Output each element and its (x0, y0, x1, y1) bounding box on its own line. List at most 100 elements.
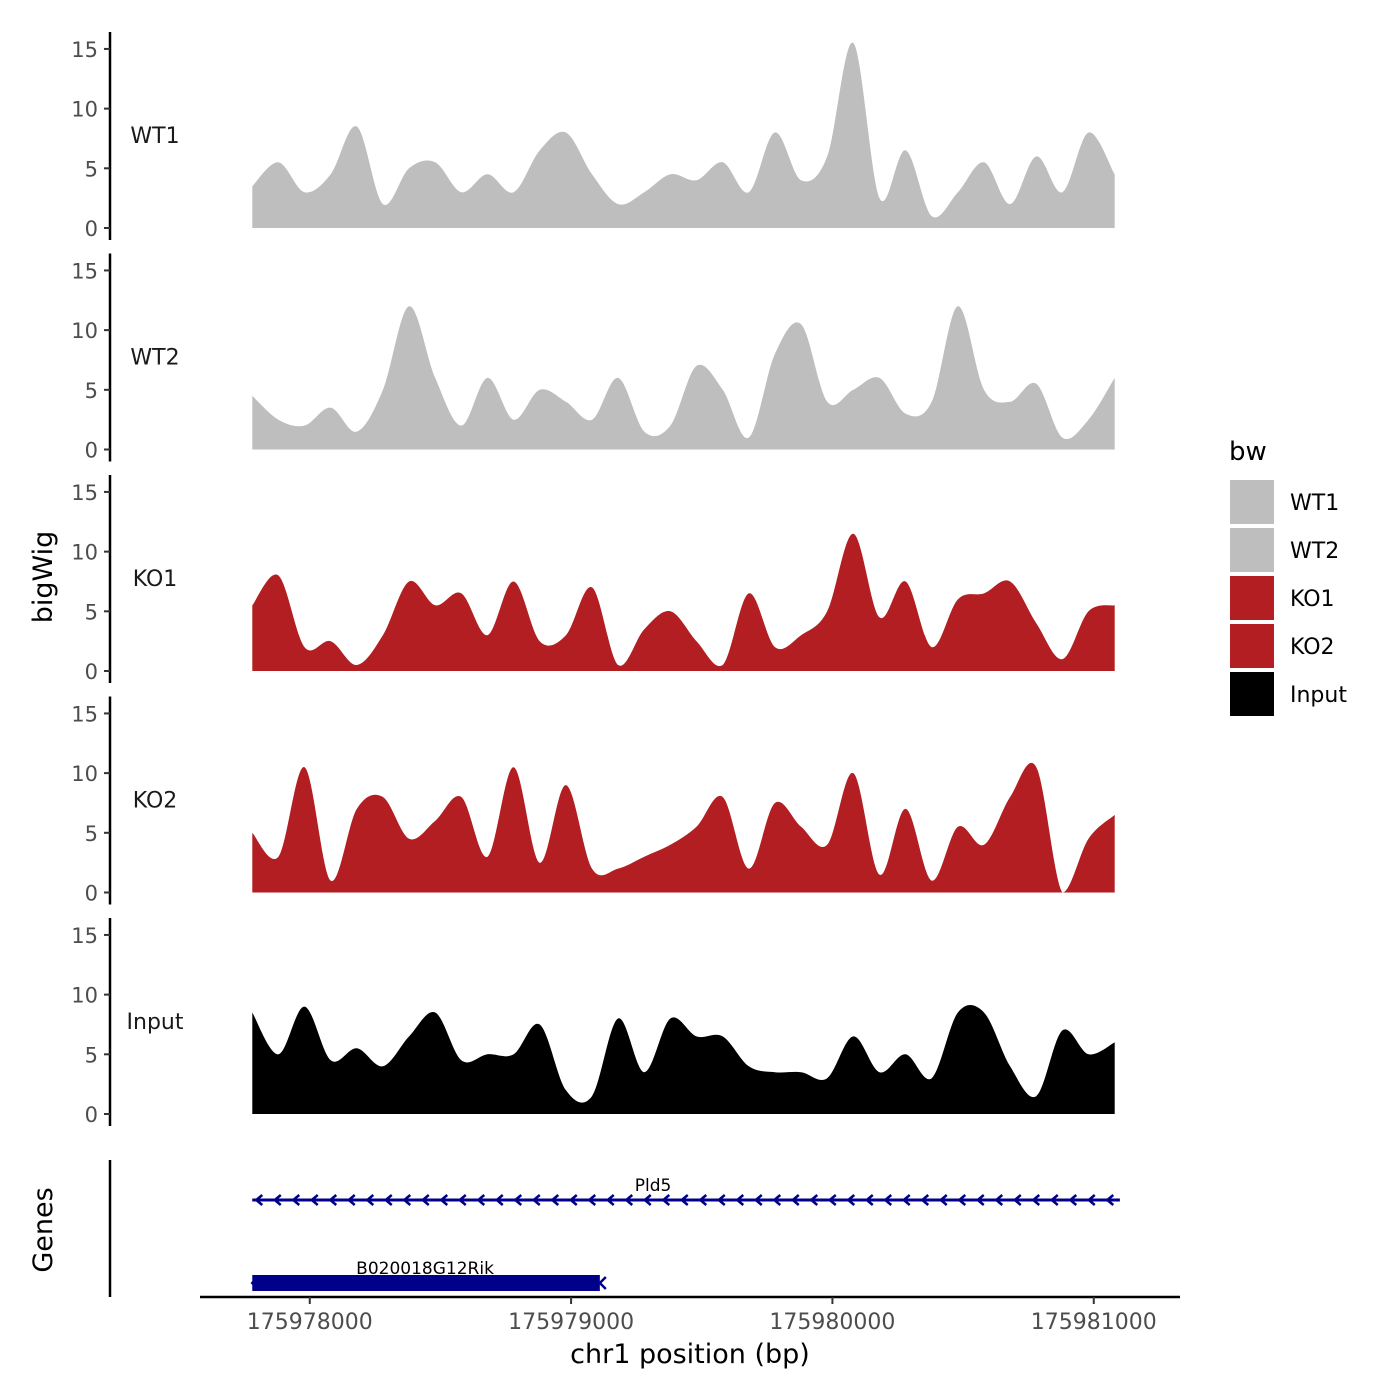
legend-swatch (1230, 672, 1274, 716)
legend-item-ko2: KO2 (1230, 624, 1335, 668)
strand-arrow (957, 1194, 967, 1206)
strand-arrow (716, 1194, 726, 1206)
strand-arrow (901, 1194, 911, 1206)
y-tick-label: 10 (71, 98, 98, 122)
strand-arrow (790, 1194, 800, 1206)
legend-title: bw (1229, 437, 1267, 467)
legend-item-wt2: WT2 (1230, 528, 1339, 572)
strand-arrow (383, 1194, 393, 1206)
strand-arrow (624, 1194, 634, 1206)
genes-axis-title: Genes (28, 1187, 59, 1272)
strand-arrow (309, 1194, 319, 1206)
legend-item-input: Input (1230, 672, 1347, 716)
y-axis-title: bigWig (28, 531, 59, 624)
track-label-wt2: WT2 (130, 346, 179, 371)
y-tick-label: 10 (71, 762, 98, 786)
strand-arrow (698, 1194, 708, 1206)
strand-arrow (994, 1194, 1004, 1206)
x-axis: 175978000 175979000 175980000 175981000 (200, 1295, 1180, 1335)
y-tick-label: 15 (71, 702, 98, 726)
strand-arrow (864, 1194, 874, 1206)
y-tick-label: 5 (85, 1043, 98, 1067)
gene-body (252, 1275, 600, 1291)
y-tick-label: 15 (71, 924, 98, 948)
strand-arrow (1086, 1194, 1096, 1206)
strand-arrow (402, 1194, 412, 1206)
legend-swatch (1230, 528, 1274, 572)
track-panel-input: 0 5 10 15 Input (71, 918, 1115, 1127)
track-panel-wt1: 0 5 10 15 WT1 (71, 32, 1115, 241)
strand-arrow (587, 1194, 597, 1206)
strand-arrow (531, 1194, 541, 1206)
legend-item-wt1: WT1 (1230, 480, 1339, 524)
legend-label: Input (1290, 683, 1347, 708)
strand-arrow (598, 1276, 607, 1290)
legend-label: WT2 (1290, 539, 1339, 564)
strand-arrow (1031, 1194, 1041, 1206)
strand-arrow (679, 1194, 689, 1206)
y-tick-label: 10 (71, 984, 98, 1008)
strand-arrow (642, 1194, 652, 1206)
strand-arrow (291, 1194, 301, 1206)
strand-arrow (420, 1194, 430, 1206)
strand-arrow (1105, 1194, 1115, 1206)
x-axis-title: chr1 position (bp) (570, 1339, 810, 1370)
area-wt2 (252, 306, 1115, 450)
legend-label: KO2 (1290, 635, 1335, 660)
track-label-input: Input (127, 1010, 184, 1035)
strand-arrow (254, 1194, 264, 1206)
gene-b020018g12rik: B020018G12Rik (250, 1259, 607, 1291)
strand-arrow (772, 1194, 782, 1206)
strand-arrow (883, 1194, 893, 1206)
strand-arrow (568, 1194, 578, 1206)
gene-label: B020018G12Rik (356, 1259, 494, 1279)
strand-arrow (476, 1194, 486, 1206)
strand-arrow (250, 1276, 260, 1290)
legend-swatch (1230, 576, 1274, 620)
track-label-ko1: KO1 (133, 567, 178, 592)
y-tick-label: 5 (85, 379, 98, 403)
strand-arrow (975, 1194, 985, 1206)
strand-arrow (550, 1194, 560, 1206)
strand-arrow (809, 1194, 819, 1206)
x-tick-label: 175978000 (247, 1310, 373, 1335)
genes-panel: Pld5 B020018G12Rik (108, 1160, 1120, 1297)
y-tick-label: 0 (85, 660, 98, 684)
legend-item-ko1: KO1 (1230, 576, 1335, 620)
y-tick-label: 0 (85, 882, 98, 906)
y-tick-label: 0 (85, 217, 98, 241)
x-tick-label: 175979000 (508, 1310, 634, 1335)
y-tick-label: 10 (71, 319, 98, 343)
strand-arrow (1049, 1194, 1059, 1206)
strand-arrow (1012, 1194, 1022, 1206)
strand-arrow (328, 1194, 338, 1206)
strand-arrow (457, 1194, 467, 1206)
y-tick-label: 5 (85, 157, 98, 181)
y-tick-label: 15 (71, 259, 98, 283)
x-tick-label: 175980000 (769, 1310, 895, 1335)
strand-arrow (846, 1194, 856, 1206)
strand-arrow (1068, 1194, 1078, 1206)
track-label-wt1: WT1 (130, 124, 179, 149)
track-label-ko2: KO2 (133, 789, 178, 814)
x-tick-label: 175981000 (1031, 1310, 1157, 1335)
area-ko1 (252, 533, 1115, 671)
gene-pld5: Pld5 (252, 1176, 1120, 1206)
y-tick-label: 10 (71, 541, 98, 565)
y-tick-label: 0 (85, 1103, 98, 1127)
strand-arrow (365, 1194, 375, 1206)
track-panel-ko2: 0 5 10 15 KO2 (71, 696, 1115, 906)
strand-arrow (753, 1194, 763, 1206)
strand-arrow (827, 1194, 837, 1206)
y-tick-label: 15 (71, 481, 98, 505)
strand-arrow (735, 1194, 745, 1206)
y-tick-label: 5 (85, 822, 98, 846)
y-tick-label: 15 (71, 38, 98, 62)
area-input (252, 1005, 1115, 1114)
strand-arrow (605, 1194, 615, 1206)
legend-label: KO1 (1290, 587, 1335, 612)
gene-label: Pld5 (635, 1176, 672, 1196)
strand-arrow (513, 1194, 523, 1206)
strand-arrow (920, 1194, 930, 1206)
